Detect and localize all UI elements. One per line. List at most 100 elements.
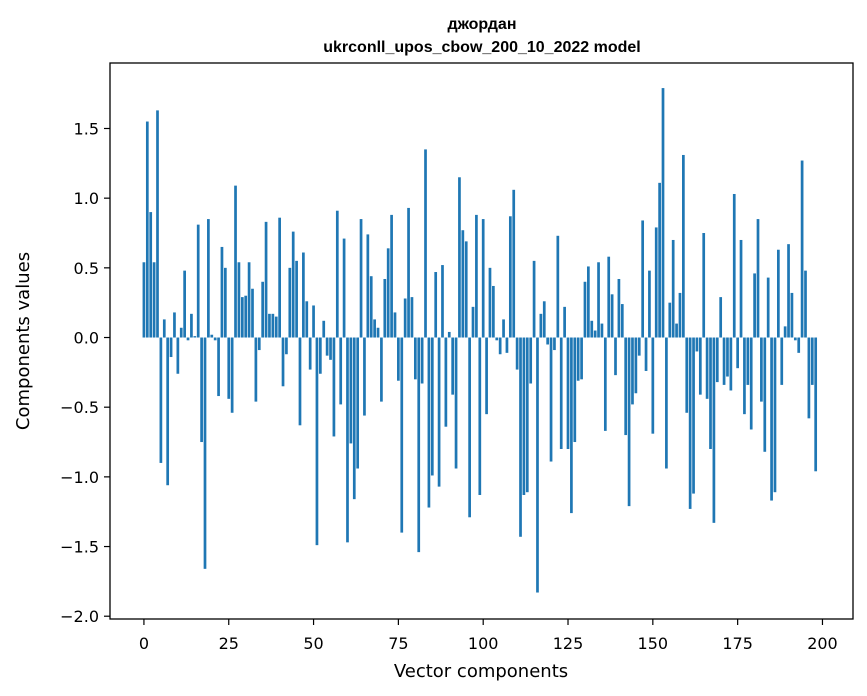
bar-197 xyxy=(810,337,814,385)
bar-75 xyxy=(397,337,400,381)
y-tick-label-2: −1.0 xyxy=(60,468,99,487)
bar-93 xyxy=(458,177,461,338)
bar-127 xyxy=(573,337,577,443)
bar-170 xyxy=(719,297,723,338)
bar-92 xyxy=(454,337,458,469)
bar-122 xyxy=(556,235,560,338)
bar-189 xyxy=(783,326,787,338)
bar-61 xyxy=(349,337,353,444)
bar-185 xyxy=(770,337,773,501)
bar-58 xyxy=(339,337,343,405)
x-tick-label-4: 100 xyxy=(468,634,499,653)
bar-192 xyxy=(793,337,797,341)
bar-98 xyxy=(475,214,478,338)
bar-174 xyxy=(732,193,736,338)
bar-19 xyxy=(207,219,210,338)
bar-66 xyxy=(366,234,370,338)
bar-9 xyxy=(173,312,176,338)
bar-10 xyxy=(176,337,180,374)
bar-101 xyxy=(485,337,488,415)
bar-76 xyxy=(400,337,404,533)
x-axis-label: Vector components xyxy=(394,661,568,682)
bar-110 xyxy=(515,337,519,370)
bar-103 xyxy=(492,285,495,338)
bar-73 xyxy=(390,214,393,338)
bar-114 xyxy=(529,337,533,384)
bar-89 xyxy=(444,337,448,427)
bar-72 xyxy=(386,248,390,338)
bar-157 xyxy=(675,323,678,338)
bar-160 xyxy=(685,337,689,413)
bar-188 xyxy=(780,337,784,385)
bar-169 xyxy=(715,337,719,383)
bar-183 xyxy=(763,337,767,452)
bar-104 xyxy=(495,337,499,341)
bar-105 xyxy=(498,337,502,355)
bar-4 xyxy=(156,110,159,338)
bar-37 xyxy=(268,313,271,338)
bar-59 xyxy=(342,238,346,338)
bar-24 xyxy=(223,267,227,338)
bar-177 xyxy=(743,337,746,415)
bar-13 xyxy=(186,337,190,341)
bar-31 xyxy=(247,262,251,338)
bar-113 xyxy=(525,337,529,493)
bar-68 xyxy=(373,319,376,338)
bar-77 xyxy=(403,298,407,338)
bar-55 xyxy=(329,337,332,360)
bar-150 xyxy=(651,337,655,434)
x-tick-label-1: 25 xyxy=(219,634,239,653)
bar-172 xyxy=(726,337,729,377)
bar-151 xyxy=(654,227,658,338)
bar-196 xyxy=(807,337,811,419)
bar-156 xyxy=(671,239,675,338)
y-axis-label: Components values xyxy=(13,252,34,430)
bar-41 xyxy=(281,337,285,387)
bar-195 xyxy=(804,270,807,338)
bar-64 xyxy=(359,219,363,338)
x-tick-label-8: 200 xyxy=(807,634,838,653)
y-tick-label-1: −1.5 xyxy=(60,538,99,557)
bar-147 xyxy=(641,220,645,338)
bar-43 xyxy=(288,267,292,338)
bar-171 xyxy=(722,337,726,385)
bar-44 xyxy=(291,231,295,338)
bar-20 xyxy=(210,334,214,338)
bar-135 xyxy=(600,323,604,338)
bar-36 xyxy=(264,221,268,338)
bar-162 xyxy=(692,337,695,494)
bar-153 xyxy=(661,88,665,338)
bar-159 xyxy=(682,154,685,338)
bar-5 xyxy=(159,337,163,463)
bar-8 xyxy=(169,337,173,358)
bar-194 xyxy=(800,160,804,338)
bar-99 xyxy=(478,337,482,495)
bar-130 xyxy=(583,281,587,338)
x-tick-label-6: 150 xyxy=(638,634,669,653)
bar-102 xyxy=(488,267,492,338)
bar-35 xyxy=(261,281,265,338)
bar-111 xyxy=(519,337,522,537)
bar-52 xyxy=(318,337,322,374)
bar-132 xyxy=(590,320,594,338)
bar-166 xyxy=(705,337,709,399)
bar-88 xyxy=(441,265,444,338)
bar-190 xyxy=(787,244,790,338)
bar-119 xyxy=(546,337,550,345)
bar-67 xyxy=(369,276,373,338)
bar-48 xyxy=(305,301,309,338)
bar-139 xyxy=(614,337,617,376)
bar-178 xyxy=(746,337,750,385)
bar-83 xyxy=(424,149,427,338)
bar-90 xyxy=(447,331,451,338)
bar-97 xyxy=(471,306,475,338)
bar-106 xyxy=(502,319,505,338)
bar-79 xyxy=(410,297,414,338)
bar-50 xyxy=(312,305,315,338)
bar-1 xyxy=(145,121,149,338)
bar-117 xyxy=(539,313,543,338)
bar-176 xyxy=(739,239,743,338)
bar-138 xyxy=(610,294,614,338)
bar-165 xyxy=(702,233,706,338)
bar-186 xyxy=(773,337,777,493)
